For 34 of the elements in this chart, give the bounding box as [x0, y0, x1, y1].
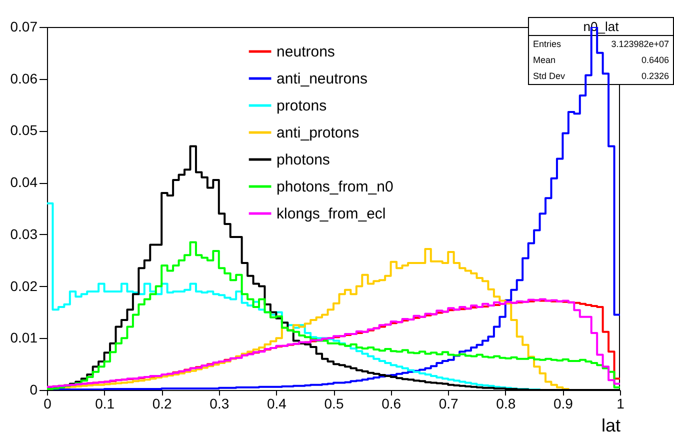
legend-label: anti_protons — [276, 124, 360, 142]
x-tick-label: 0.9 — [553, 396, 574, 412]
y-tick-label: 0.02 — [10, 278, 38, 294]
y-tick-label: 0 — [30, 382, 38, 398]
annotation: Std Dev — [533, 71, 566, 81]
x-tick-label: 0.5 — [324, 396, 344, 412]
x-tick-label: 0 — [44, 396, 52, 412]
annotation: Entries — [533, 39, 562, 49]
legend-label: klongs_from_ecl — [276, 206, 386, 222]
x-tick-label: 0.3 — [210, 396, 230, 412]
legend-label: protons — [276, 98, 327, 114]
y-tick-label: 0.05 — [10, 122, 38, 138]
y-tick-label: 0.06 — [10, 70, 38, 86]
x-tick-label: 0.1 — [95, 396, 115, 412]
legend-label: photons_from_n0 — [276, 178, 394, 196]
x-tick-label: 0.2 — [152, 396, 172, 412]
legend-label: neutrons — [276, 44, 335, 60]
x-tick-label: 0.4 — [266, 396, 287, 412]
x-axis-title: lat — [601, 416, 620, 436]
annotation: Mean — [533, 55, 556, 65]
text: 0.2326 — [641, 71, 669, 81]
text: 0.6406 — [641, 55, 669, 65]
y-tick-label: 0.04 — [10, 174, 38, 190]
annotation: n0_lat — [529, 18, 673, 36]
x-tick-label: 0.6 — [382, 396, 402, 412]
y-tick-label: 0.03 — [10, 226, 38, 242]
x-tick-label: 0.7 — [438, 396, 459, 412]
legend-label: anti_neutrons — [276, 70, 368, 88]
x-tick-label: 0.8 — [496, 396, 516, 412]
annotation: 3.123982e+07 — [611, 39, 669, 49]
y-tick-label: 0.01 — [10, 330, 38, 346]
y-tick-label: 0.07 — [10, 18, 38, 34]
x-tick-label: 1 — [616, 396, 625, 412]
legend-label: photons — [276, 152, 330, 168]
